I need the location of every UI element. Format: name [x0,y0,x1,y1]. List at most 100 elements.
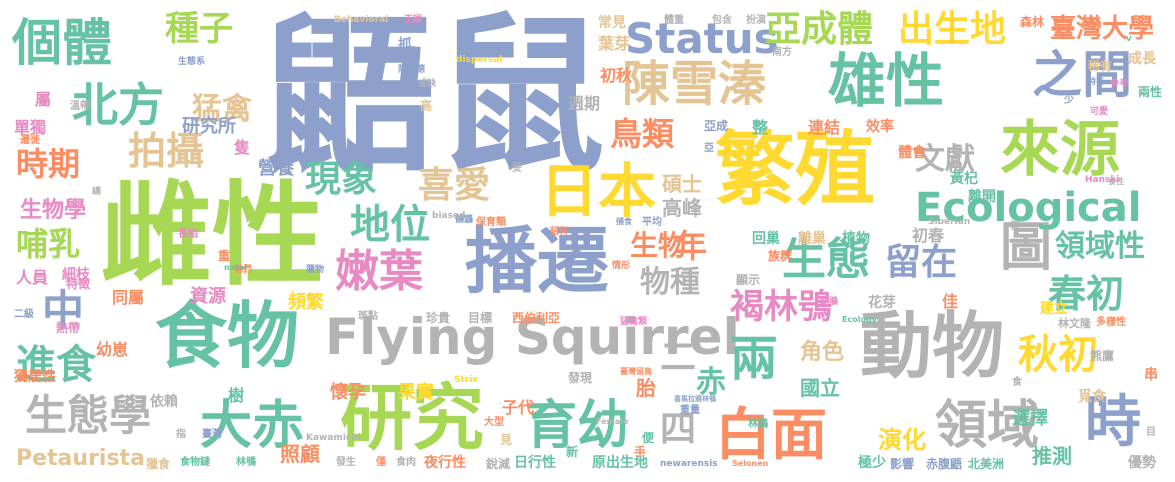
word: 建立 [1040,301,1068,317]
word: 演化 [878,426,926,454]
word: 物種 [640,265,700,300]
word: 發生 [336,457,356,468]
word: 嫩葉 [335,246,423,297]
word: 花芽 [868,295,896,311]
word: 極少 [858,455,886,471]
word: 國立 [800,376,840,400]
word: Flying Squirrel [325,308,740,366]
word: V [1126,35,1132,43]
word: 原出生地 [592,455,648,471]
word: 森林 [1020,15,1045,29]
word: 體重 [664,15,684,26]
word: Behavioral [334,15,389,25]
word: 陳雪溱 [622,56,767,112]
word: 依賴 [150,394,178,410]
word: 亞成 [704,119,729,133]
word: 林鴞 [236,457,256,468]
word: 照顧 [280,442,320,466]
word: 串 [1144,367,1158,383]
word: 初秋 [600,66,633,85]
word: 遷徙 [20,135,40,146]
word: 樹 [228,386,245,405]
word: Female [596,417,629,426]
word: 角色 [800,340,845,365]
word: 領域性 [1055,229,1145,264]
word: 或缺 [418,79,437,89]
word: 果實 [398,382,434,403]
word: 文獻 [915,142,975,177]
word: 亞成體 [765,9,874,50]
word: 懷孕 [330,382,366,403]
word: 碩士 [662,172,702,196]
word: 佳 [942,292,959,311]
word: 族群 [768,249,793,263]
word: 猛禽 [192,92,252,127]
word: 白面 [715,403,827,468]
word: 顯示 [736,273,761,287]
word: Ecology [842,315,877,324]
word: 貂科 [550,227,569,237]
word: 動物 [860,304,1005,388]
word: Hanski [1085,175,1120,185]
word: 覓食 [1078,389,1106,405]
word: 研究 [340,376,485,460]
word: 參考 [1110,79,1129,89]
word: 年 [675,227,708,265]
word: 保育類 [476,217,506,228]
word: 銳減 [486,457,511,471]
word: 喜愛 [418,165,491,206]
word: 胎 [636,376,656,400]
word: 個體 [12,14,112,72]
word: 重 [218,249,231,263]
word: 抓 [398,37,412,53]
word: 褐林鴞 [730,287,832,327]
word: 重量 [680,405,700,416]
word: 細枝 [62,267,90,283]
word: 稀有 [1088,59,1113,73]
word: 北美洲 [968,457,1005,471]
word: 可愛 [1090,107,1109,117]
word: 圖 [1000,218,1053,278]
word: 喜馬拉雅林鴞 [674,395,716,403]
word: 食性 [1108,177,1124,186]
word: 之間 [1032,46,1132,104]
word: 生物學 [20,198,87,223]
word: 鵂鶹 [455,215,474,225]
word: 隻 [234,138,251,157]
word: 高峰 [662,196,702,220]
word: Selonen [732,459,769,468]
word: 手 [634,445,647,459]
word: 日本 [540,157,657,225]
word: 生態 [782,234,870,285]
word: Siberian [928,217,971,227]
word: 推測 [1032,444,1072,468]
word: 赤 [696,365,726,400]
word: 繁殖 [715,123,875,216]
word: 拍攝 [128,129,205,173]
word: 進食 [16,342,96,388]
word: 指 [176,429,186,440]
word: 生態系 [178,57,206,67]
word: 鼯鼠 [265,0,606,196]
word: 目標 [468,311,493,325]
word: Ecological [915,185,1142,231]
word: 北方 [72,78,164,132]
word: 二級 [14,309,34,320]
word: 二 [660,337,697,378]
word: Petaurista [16,446,145,471]
word: 資源 [190,286,226,307]
word: 出生地 [898,9,1007,50]
word: dispersal [456,55,503,65]
word: 情形 [612,261,631,271]
word: 赤腹鼯 [926,457,963,471]
word: Strix [454,375,479,385]
word: 現象 [305,159,378,200]
word: 頻繁 [288,292,324,313]
word: 溫帶 [70,101,90,112]
word: 兩性 [1138,85,1163,99]
word: 食 [1012,377,1022,388]
word: 熱帶 [56,321,81,335]
word: natal [224,263,248,272]
word: 回巢 [752,231,780,247]
word: 時期 [16,145,81,183]
